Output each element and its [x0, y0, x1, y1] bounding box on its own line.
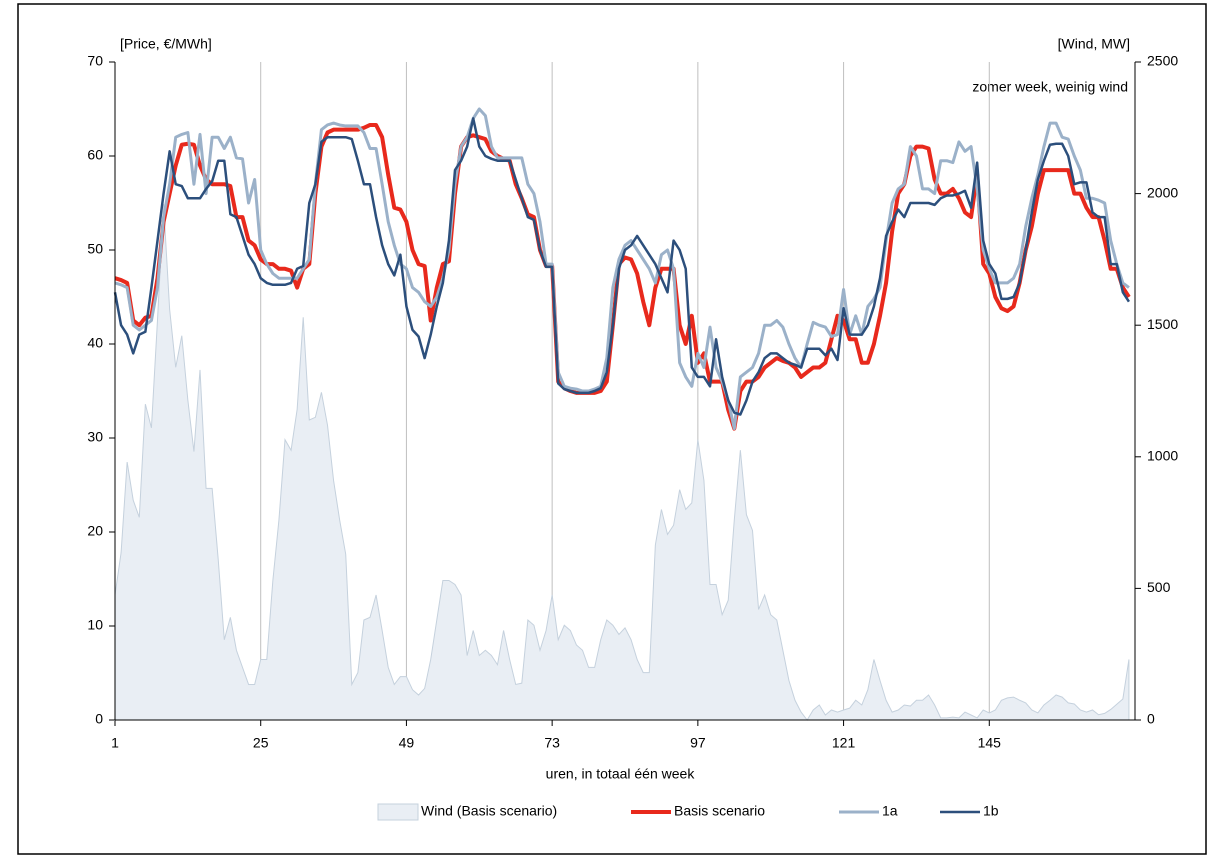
y2-tick-label: 0: [1147, 711, 1155, 727]
y-tick-label: 0: [95, 711, 103, 727]
series-line: [113, 117, 1130, 416]
y-axis-label: [Price, €/MWh]: [120, 36, 212, 52]
y-tick-label: 50: [87, 241, 103, 257]
wind-area: [114, 204, 1130, 721]
x-axis-label: uren, in totaal één week: [546, 766, 696, 782]
x-tick-label: 49: [399, 735, 415, 751]
annotation: zomer week, weinig wind: [972, 79, 1128, 95]
legend-label: Basis scenario: [674, 803, 765, 819]
x-tick-label: 97: [690, 735, 706, 751]
x-tick-label: 1: [111, 735, 119, 751]
x-tick-label: 121: [832, 735, 856, 751]
legend-label: 1a: [882, 803, 898, 819]
y-tick-label: 70: [87, 53, 103, 69]
y2-tick-label: 500: [1147, 579, 1171, 595]
y2-tick-label: 1000: [1147, 448, 1178, 464]
series-line: [114, 107, 1130, 431]
y2-tick-label: 2500: [1147, 53, 1178, 69]
x-tick-label: 25: [253, 735, 269, 751]
legend-label: 1b: [983, 803, 999, 819]
y-tick-label: 60: [87, 147, 103, 163]
y2-tick-label: 1500: [1147, 316, 1178, 332]
legend-swatch: [377, 803, 419, 821]
y-tick-label: 20: [87, 523, 103, 539]
y2-axis-label: [Wind, MW]: [1058, 36, 1130, 52]
legend-label: Wind (Basis scenario): [421, 803, 557, 819]
y2-tick-label: 2000: [1147, 184, 1178, 200]
y-tick-label: 30: [87, 429, 103, 445]
y-tick-label: 40: [87, 335, 103, 351]
y-tick-label: 10: [87, 617, 103, 633]
x-tick-label: 145: [978, 735, 1002, 751]
x-tick-label: 73: [544, 735, 560, 751]
